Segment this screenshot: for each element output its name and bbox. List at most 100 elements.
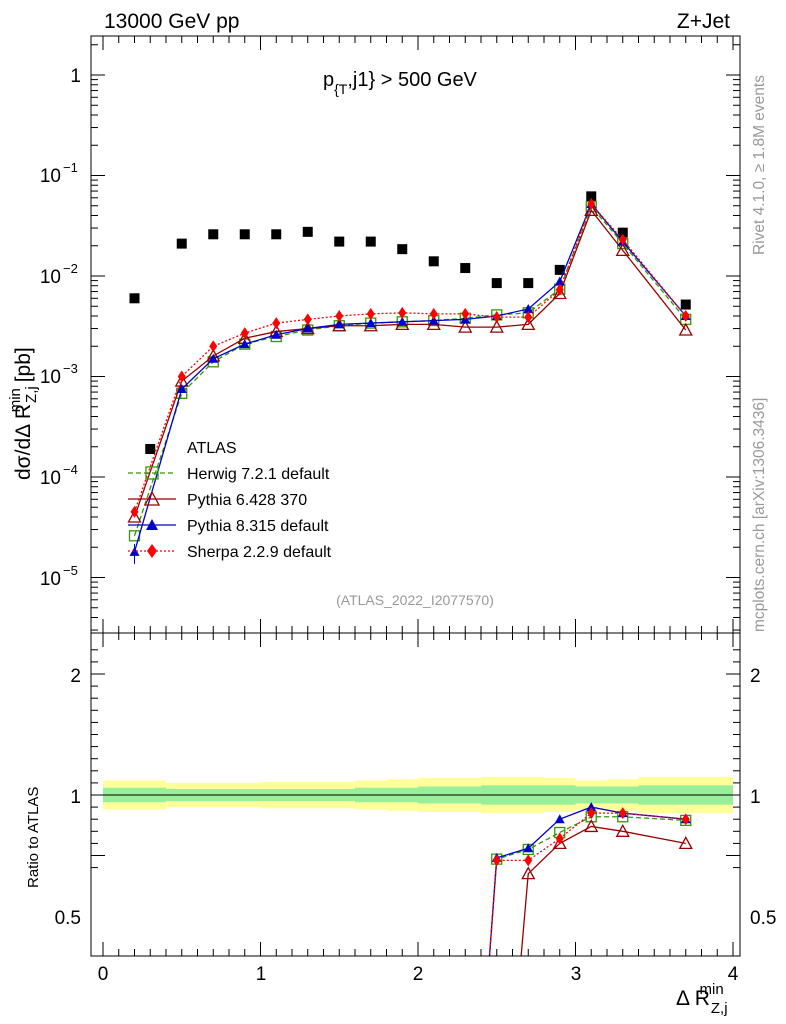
point-sherpa bbox=[366, 307, 375, 320]
point-atlas bbox=[176, 238, 187, 249]
point-sherpa bbox=[240, 327, 249, 340]
legend-marker-pythia6 bbox=[143, 490, 161, 506]
y-tick-exp-1e-1: −1 bbox=[63, 160, 78, 175]
x-tick-2: 2 bbox=[413, 964, 424, 985]
line-herwig bbox=[133, 205, 687, 536]
legend-label-herwig: Herwig 7.2.1 default bbox=[187, 466, 330, 483]
point-atlas bbox=[428, 256, 439, 267]
process-label: Z+Jet bbox=[677, 10, 730, 33]
analysis-id-label: (ATLAS_2022_I2077570) bbox=[336, 592, 494, 608]
legend-label-sherpa: Sherpa 2.2.9 default bbox=[187, 544, 332, 561]
point-sherpa bbox=[130, 505, 139, 518]
legend-marker-pythia8 bbox=[146, 519, 158, 530]
point-pythia8 bbox=[129, 546, 140, 556]
point-pythia6 bbox=[489, 319, 504, 333]
point-atlas bbox=[491, 278, 502, 289]
point-atlas bbox=[554, 264, 565, 275]
point-pythia6 bbox=[458, 319, 473, 333]
point-pythia8 bbox=[554, 276, 565, 286]
point-atlas bbox=[680, 299, 691, 310]
point-atlas bbox=[523, 278, 534, 289]
point-sherpa bbox=[398, 306, 407, 319]
point-atlas bbox=[365, 236, 376, 247]
point-pythia8 bbox=[302, 323, 313, 333]
ratio-uncertainty-bands bbox=[91, 776, 740, 814]
point-sherpa bbox=[618, 233, 627, 246]
y-tick-label-1e-1: 10 bbox=[40, 166, 61, 187]
ratio-series-pythia6 bbox=[520, 819, 693, 956]
ratio-y-tick-2-left: 2 bbox=[70, 666, 81, 687]
point-pythia6 bbox=[615, 242, 630, 256]
y-tick-label-1: 1 bbox=[70, 66, 81, 87]
point-pythia8 bbox=[365, 318, 376, 328]
point-pythia6 bbox=[127, 509, 142, 523]
point-sherpa bbox=[555, 283, 564, 296]
x-tick-4: 4 bbox=[728, 964, 739, 985]
point-sherpa bbox=[272, 317, 281, 330]
legend: ATLAS Herwig 7.2.1 default Pythia 6.428 … bbox=[128, 440, 332, 561]
main-y-tick-labels: 1 10 −1 10 −2 10 −3 10 −4 10 −5 bbox=[40, 66, 81, 590]
y-tick-label-1e-3: 10 bbox=[40, 367, 61, 388]
point-sherpa bbox=[461, 307, 470, 320]
ratio-point-pythia6 bbox=[678, 836, 693, 850]
point-pythia8 bbox=[239, 339, 250, 349]
ratio-point-sherpa bbox=[555, 832, 564, 845]
ratio-point-pythia6 bbox=[552, 836, 567, 850]
ratio-point-sherpa bbox=[524, 854, 533, 867]
main-y-axis-title: dσ/dΔ RZ,jmin [pb] bbox=[7, 347, 40, 480]
ratio-point-sherpa bbox=[492, 854, 501, 867]
main-series-group bbox=[127, 191, 693, 564]
point-atlas bbox=[586, 191, 597, 202]
ratio-point-pythia8 bbox=[554, 814, 565, 824]
point-atlas bbox=[302, 226, 313, 237]
ratio-y-tick-1-left: 1 bbox=[70, 787, 81, 808]
ratio-point-sherpa bbox=[681, 813, 690, 826]
y-tick-label-1e-4: 10 bbox=[40, 468, 61, 489]
point-atlas bbox=[239, 229, 250, 240]
ratio-point-pythia6 bbox=[584, 819, 599, 833]
ratio-y-tick-05-left: 0.5 bbox=[55, 908, 81, 929]
series-pythia8 bbox=[129, 199, 691, 564]
ratio-y-tick-05-right: 0.5 bbox=[750, 908, 776, 929]
y-tick-exp-1e-4: −4 bbox=[63, 462, 78, 477]
cut-label: p{T,j1} > 500 GeV bbox=[323, 69, 478, 97]
series-herwig bbox=[128, 200, 692, 542]
point-sherpa bbox=[303, 313, 312, 326]
point-sherpa bbox=[335, 309, 344, 322]
ratio-y-tick-1-right: 1 bbox=[750, 787, 761, 808]
ratio-point-pythia8 bbox=[523, 843, 534, 853]
rivet-version-label: Rivet 4.1.0, ≥ 1.8M events bbox=[751, 75, 768, 255]
main-axis-ticks bbox=[91, 36, 740, 633]
x-tick-3: 3 bbox=[571, 964, 582, 985]
point-pythia8 bbox=[208, 353, 219, 363]
y-tick-exp-1e-5: −5 bbox=[63, 563, 78, 578]
legend-marker-sherpa bbox=[147, 544, 157, 558]
point-sherpa bbox=[524, 311, 533, 324]
point-pythia6 bbox=[521, 317, 536, 331]
energy-label: 13000 GeV pp bbox=[104, 10, 239, 33]
point-sherpa bbox=[209, 340, 218, 353]
ratio-line-pythia6 bbox=[520, 825, 686, 956]
y-tick-label-1e-2: 10 bbox=[40, 267, 61, 288]
ratio-point-pythia8 bbox=[586, 802, 597, 812]
point-atlas bbox=[397, 244, 408, 255]
mcplots-label: mcplots.cern.ch [arXiv:1306.3436] bbox=[751, 398, 768, 632]
point-atlas bbox=[460, 263, 471, 274]
point-pythia8 bbox=[523, 303, 534, 313]
ratio-point-pythia6 bbox=[615, 823, 630, 837]
point-sherpa bbox=[429, 307, 438, 320]
point-atlas bbox=[334, 236, 345, 247]
point-sherpa bbox=[587, 198, 596, 211]
point-pythia8 bbox=[334, 319, 345, 329]
ratio-series-herwig bbox=[488, 811, 692, 956]
ratio-line-herwig bbox=[488, 816, 686, 956]
y-tick-label-1e-5: 10 bbox=[40, 569, 61, 590]
point-atlas bbox=[129, 293, 140, 304]
ratio-point-sherpa bbox=[587, 807, 596, 820]
x-tick-0: 0 bbox=[98, 964, 109, 985]
legend-label-atlas: ATLAS bbox=[187, 440, 237, 457]
y-tick-exp-1e-2: −2 bbox=[63, 261, 78, 276]
ratio-series-sherpa bbox=[488, 807, 690, 956]
point-sherpa bbox=[492, 311, 501, 324]
